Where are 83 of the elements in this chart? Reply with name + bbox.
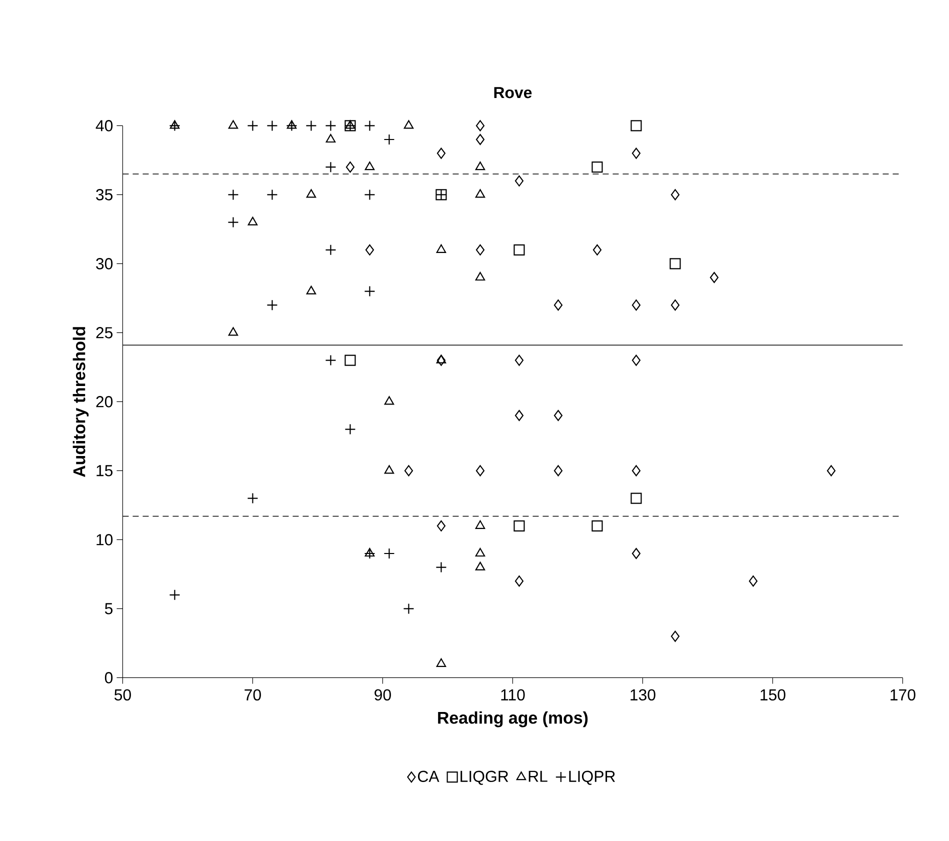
point <box>554 300 563 311</box>
point <box>475 548 486 557</box>
y-tick-label: 0 <box>104 672 113 684</box>
point <box>476 134 485 146</box>
point <box>384 465 394 474</box>
point <box>475 520 486 529</box>
point <box>475 272 486 281</box>
point <box>514 576 524 587</box>
point <box>554 410 563 422</box>
point <box>554 465 563 476</box>
point <box>514 354 524 366</box>
point <box>364 548 375 557</box>
point <box>476 465 485 476</box>
point <box>476 120 485 132</box>
point <box>170 120 180 129</box>
point <box>630 120 642 132</box>
point <box>384 396 394 405</box>
point <box>592 244 602 256</box>
point <box>306 189 316 198</box>
y-axis-title: Auditory threshold <box>72 327 89 478</box>
point <box>344 354 356 366</box>
point <box>306 286 316 294</box>
x-tick-label: 90 <box>374 689 391 701</box>
point <box>670 300 680 311</box>
point <box>346 162 355 173</box>
chart-title: Rove <box>494 87 532 98</box>
point <box>364 162 375 170</box>
point <box>436 148 446 159</box>
y-tick-label: 15 <box>96 465 112 476</box>
y-tick-label: 40 <box>96 120 113 132</box>
y-tick-label: 35 <box>96 189 112 200</box>
x-tick-label: 170 <box>890 689 916 701</box>
point <box>436 244 446 253</box>
y-tick-label: 5 <box>104 603 113 614</box>
point <box>326 134 336 143</box>
y-tick-label: 25 <box>96 327 112 338</box>
x-tick-label: 50 <box>114 689 131 701</box>
point <box>826 465 836 476</box>
point <box>228 327 238 336</box>
x-tick-label: 70 <box>244 689 261 701</box>
y-tick-label: 10 <box>96 534 113 546</box>
point <box>748 576 758 587</box>
point <box>514 175 524 186</box>
point <box>514 520 525 532</box>
x-tick-label: 130 <box>630 689 656 701</box>
point <box>404 465 414 476</box>
point <box>436 658 446 667</box>
point <box>670 189 680 200</box>
point <box>436 520 446 532</box>
point <box>436 354 446 366</box>
x-axis-title: Reading age (mos) <box>438 711 588 728</box>
point <box>632 354 641 366</box>
point <box>710 272 719 284</box>
point <box>514 410 524 422</box>
legend-label: LIQPR <box>569 770 615 785</box>
point <box>365 244 374 256</box>
legend-label: CA <box>418 770 440 782</box>
legend-label: RL <box>528 770 548 782</box>
point <box>475 562 486 570</box>
point <box>630 492 642 504</box>
x-tick-label: 150 <box>760 689 786 701</box>
point <box>475 189 486 198</box>
y-tick-label: 30 <box>96 258 113 270</box>
y-tick-label: 20 <box>96 396 113 408</box>
point <box>228 120 238 129</box>
point <box>632 548 641 560</box>
point <box>514 244 525 256</box>
point <box>345 120 356 129</box>
point <box>592 162 603 173</box>
x-tick-label: 110 <box>501 689 525 701</box>
point <box>404 120 414 129</box>
point <box>632 300 641 311</box>
legend-label: LIQGR <box>460 770 508 785</box>
point <box>476 244 485 256</box>
point <box>248 216 258 226</box>
point <box>632 148 641 159</box>
point <box>592 520 603 532</box>
point <box>286 120 297 129</box>
point <box>670 258 681 270</box>
point <box>670 630 680 642</box>
point <box>632 465 641 476</box>
point <box>475 162 486 170</box>
point <box>436 354 446 364</box>
